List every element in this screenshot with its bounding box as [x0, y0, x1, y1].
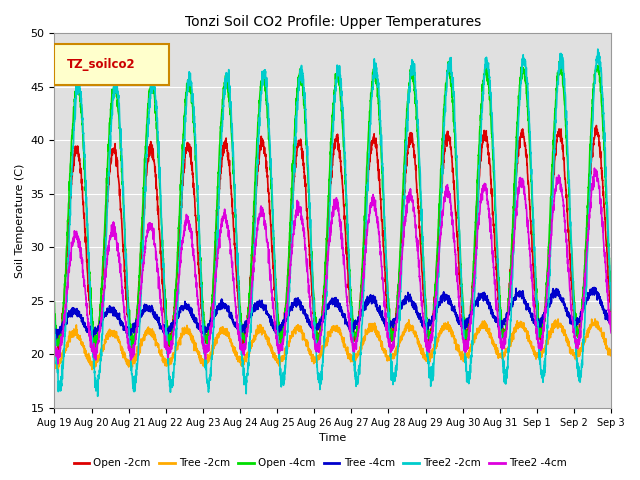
Y-axis label: Soil Temperature (C): Soil Temperature (C)	[15, 163, 25, 277]
Text: TZ_soilco2: TZ_soilco2	[67, 59, 135, 72]
FancyBboxPatch shape	[54, 44, 168, 85]
Title: Tonzi Soil CO2 Profile: Upper Temperatures: Tonzi Soil CO2 Profile: Upper Temperatur…	[185, 15, 481, 29]
Legend: Open -2cm, Tree -2cm, Open -4cm, Tree -4cm, Tree2 -2cm, Tree2 -4cm: Open -2cm, Tree -2cm, Open -4cm, Tree -4…	[69, 454, 571, 472]
X-axis label: Time: Time	[319, 433, 346, 443]
